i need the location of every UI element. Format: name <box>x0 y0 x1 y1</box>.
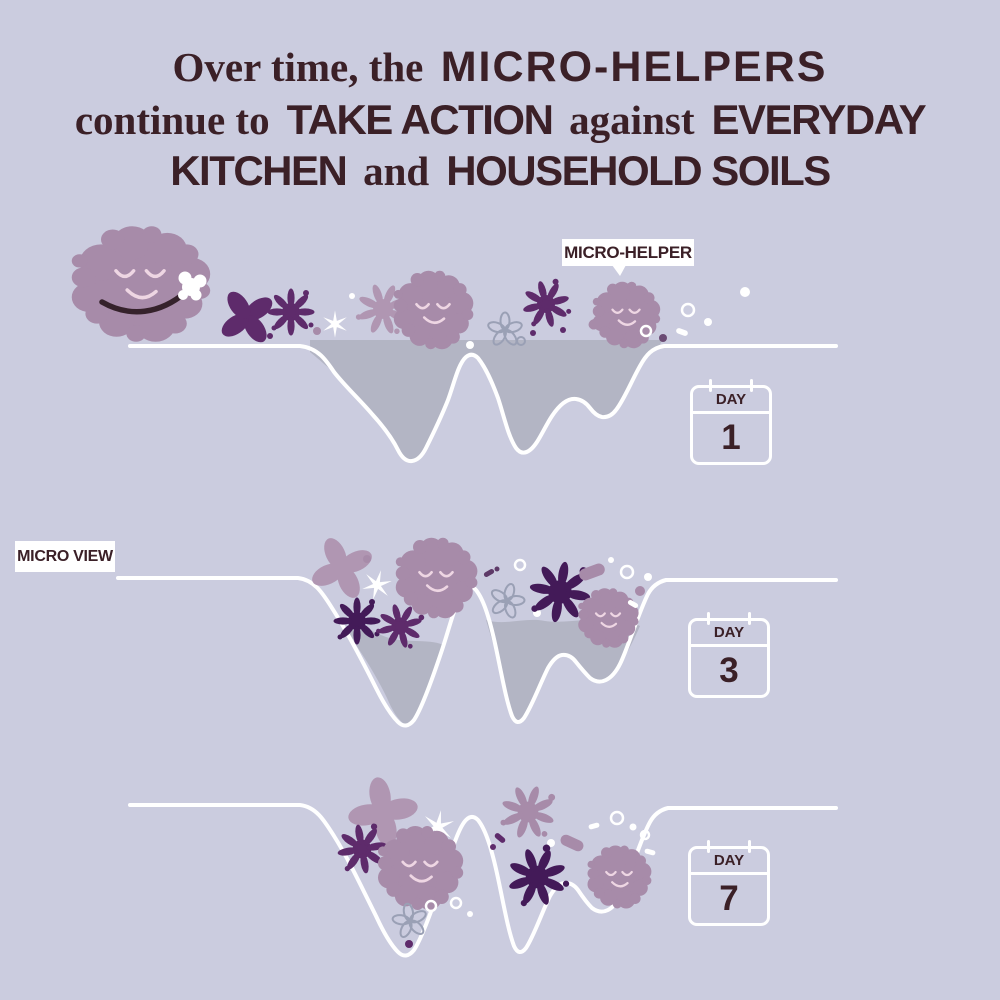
foam-puff-icon <box>178 271 207 301</box>
diagram-day-3 <box>116 529 838 728</box>
calendar-ring-icon <box>750 379 753 392</box>
calendar-day-label: DAY <box>693 388 769 414</box>
helper-arm <box>99 289 189 315</box>
calendar-ring-icon <box>709 379 712 392</box>
soil-fill-day3-right <box>486 619 640 724</box>
micro-view-label: MICRO VIEW <box>15 541 115 572</box>
micro-helper-hero-blob <box>71 226 211 342</box>
calendar-day-label: DAY <box>691 621 767 647</box>
bubbles-day1 <box>639 287 750 342</box>
calendar-day-3: DAY 3 <box>688 612 770 698</box>
calendar-day-label: DAY <box>691 849 767 875</box>
calendar-ring-icon <box>748 840 751 853</box>
diagram-day-1 <box>71 226 838 464</box>
title-segment: Over time, the <box>172 44 424 90</box>
surface-line-day1 <box>128 344 838 464</box>
calendar-ring-icon <box>707 840 710 853</box>
title-line-1: Over time, the MICRO-HELPERS <box>0 42 1000 93</box>
calendar-ring-icon <box>707 612 710 625</box>
surface-line-day3 <box>116 576 838 728</box>
title-segment: EVERYDAY <box>711 95 927 143</box>
surface-line-day7 <box>128 803 838 958</box>
page-title: Over time, the MICRO-HELPERS continue to… <box>0 40 1000 198</box>
calendar-day-number: 3 <box>719 651 739 690</box>
title-segment: TAKE ACTION <box>286 95 554 143</box>
soil-fill-day3-left <box>344 625 444 725</box>
title-segment: against <box>569 96 695 143</box>
micro-helper-label-text: MICRO-HELPER <box>564 242 692 262</box>
calendar-day-7: DAY 7 <box>688 840 770 926</box>
soil-fill-day1 <box>310 340 662 462</box>
diagram-day-7 <box>128 767 838 958</box>
soil-splats-day1 <box>215 270 661 350</box>
title-line-2: continue to TAKE ACTION against EVERYDAY <box>0 95 1000 145</box>
title-segment: KITCHEN <box>170 147 348 195</box>
label-pointer-icon <box>612 265 626 276</box>
title-segment: HOUSEHOLD SOILS <box>446 147 831 195</box>
title-segment: MICRO-HELPERS <box>440 43 828 91</box>
calendar-day-1: DAY 1 <box>690 379 772 465</box>
micro-view-label-text: MICRO VIEW <box>17 547 113 565</box>
bubbles-day7 <box>588 810 656 856</box>
title-line-3: KITCHEN and HOUSEHOLD SOILS <box>0 146 1000 196</box>
calendar-day-number: 7 <box>719 879 739 918</box>
calendar-day-number: 1 <box>721 418 741 457</box>
title-segment: continue to <box>74 96 270 143</box>
calendar-ring-icon <box>748 612 751 625</box>
soil-splats-day3 <box>303 529 639 657</box>
title-segment: and <box>363 148 430 195</box>
micro-helper-label: MICRO-HELPER <box>562 239 694 276</box>
soil-splats-day7 <box>333 767 652 948</box>
bubbles-day3 <box>608 557 652 609</box>
